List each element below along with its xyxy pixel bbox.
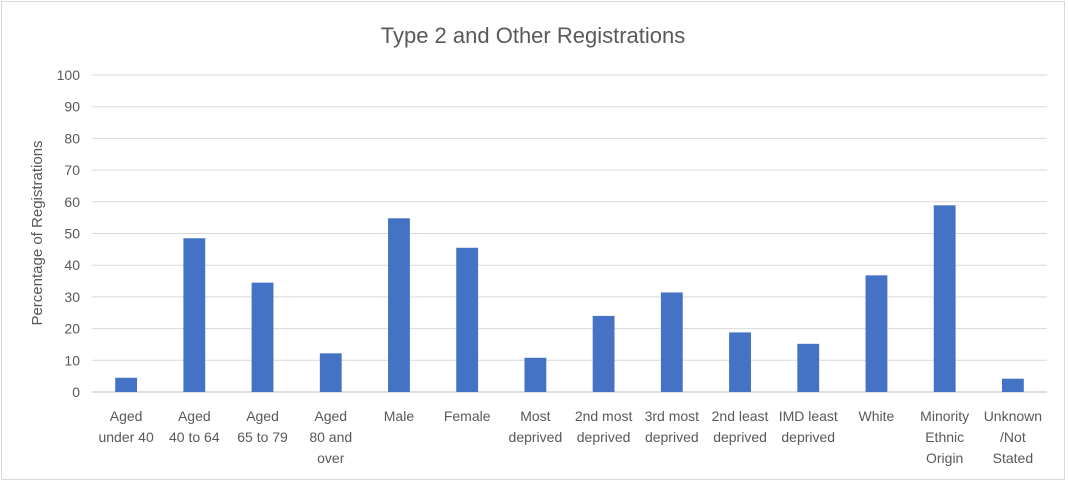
x-tick-label: deprived (645, 429, 699, 445)
y-tick-label: 0 (72, 384, 80, 400)
x-tick-label: Minority (920, 408, 969, 424)
y-tick-label: 90 (64, 99, 80, 115)
y-tick-label: 40 (64, 257, 80, 273)
x-tick-label: Unknown (984, 408, 1042, 424)
x-tick-label: 40 to 64 (169, 429, 220, 445)
y-tick-label: 80 (64, 130, 80, 146)
bar (115, 377, 138, 392)
x-tick-labels: Aged under 40 Aged 40 to 64 Aged 65 to 79 Aged… (98, 408, 1042, 466)
y-tick-label: 50 (64, 226, 80, 242)
x-tick-label: over (317, 450, 345, 466)
y-tick-labels: 0 10 20 30 40 50 60 70 80 90 100 (57, 67, 81, 400)
x-tick-label: Aged (314, 408, 347, 424)
x-tick-label: Ethnic (925, 429, 964, 445)
x-tick-label: Female (444, 408, 491, 424)
y-tick-label: 20 (64, 321, 80, 337)
gridlines (92, 74, 1047, 393)
chart-title: Type 2 and Other Registrations (381, 23, 686, 48)
x-tick-label: 2nd most (575, 408, 633, 424)
bar (388, 218, 410, 392)
x-tick-label: deprived (781, 429, 835, 445)
x-tick-label: Aged (246, 408, 279, 424)
x-tick-label: White (859, 408, 895, 424)
x-tick-label: deprived (509, 429, 563, 445)
bar (865, 275, 888, 392)
x-tick-label: Male (384, 408, 415, 424)
y-axis-label: Percentage of Registrations (29, 140, 46, 325)
x-tick-label: IMD least (779, 408, 838, 424)
bar (592, 315, 615, 392)
bar (319, 353, 342, 392)
y-tick-label: 100 (57, 67, 81, 83)
bar (1001, 378, 1024, 392)
x-tick-label: Stated (993, 450, 1033, 466)
x-tick-label: Aged (110, 408, 143, 424)
y-tick-label: 10 (64, 352, 80, 368)
x-tick-label: /Not (1000, 429, 1026, 445)
x-tick-label: Most (520, 408, 550, 424)
x-tick-label: 2nd least (712, 408, 769, 424)
x-tick-label: 65 to 79 (237, 429, 288, 445)
bar (933, 205, 956, 392)
bar (456, 247, 479, 392)
x-tick-label: deprived (713, 429, 767, 445)
bar (797, 343, 820, 392)
x-tick-label: 3rd most (645, 408, 700, 424)
x-tick-label: under 40 (98, 429, 153, 445)
y-tick-label: 70 (64, 162, 80, 178)
bar (660, 292, 683, 392)
x-tick-label: 80 and (309, 429, 352, 445)
bar (251, 282, 274, 392)
y-tick-label: 60 (64, 194, 80, 210)
y-tick-label: 30 (64, 289, 80, 305)
bar (729, 332, 751, 392)
x-tick-label: deprived (577, 429, 631, 445)
bars (115, 205, 1024, 392)
bar (183, 238, 206, 392)
x-tick-label: Origin (926, 450, 963, 466)
bar (524, 357, 547, 392)
x-tick-label: Aged (178, 408, 211, 424)
